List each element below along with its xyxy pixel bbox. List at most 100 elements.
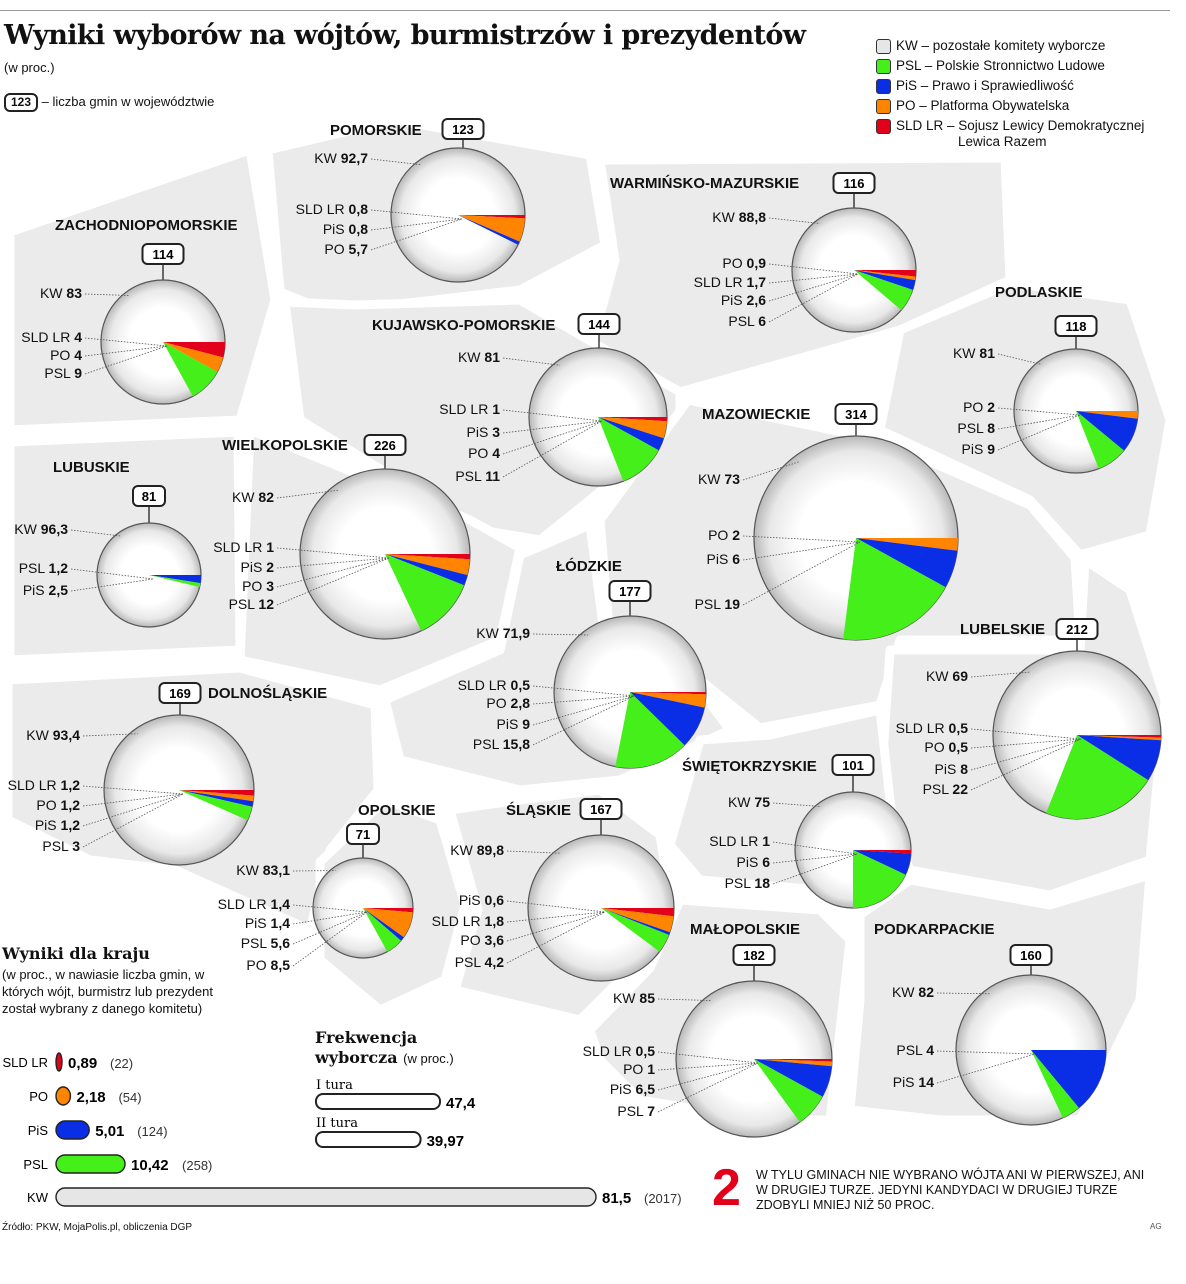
value-label-psl: PSL 11 <box>455 468 500 484</box>
leader-line <box>276 557 390 569</box>
value-label-sld-lr: SLD LR 1,8 <box>432 913 505 929</box>
gmin-badge: 160 <box>1020 948 1042 963</box>
slice-pis <box>754 1059 832 1097</box>
value-label-po: PO 2,8 <box>486 695 530 711</box>
gmin-badge: 101 <box>842 758 864 773</box>
leader-line <box>532 685 635 697</box>
slice-sld-lr <box>385 554 470 560</box>
leader-line <box>276 557 390 588</box>
leader-line <box>970 738 1082 771</box>
region-title: MAZOWIECKIE <box>702 406 810 423</box>
value-label-kw: KW 89,8 <box>450 842 504 858</box>
leader-line <box>532 633 589 636</box>
gmin-badge: 116 <box>844 176 865 191</box>
slice-sld-lr <box>601 908 674 917</box>
national-bar <box>55 1120 90 1140</box>
pie-slaskie: ŚLĄSKIE 167 KW 89,8 PiS 0,6 SLD LR 1,8 PO 3,6… <box>432 798 675 982</box>
national-bar-count: (124) <box>137 1124 167 1139</box>
value-label-po: PO 1 <box>623 1061 655 1077</box>
pie-mazowieckie: MAZOWIECKIE 314 KW 73 PO 2 PiS 6 PSL 19 <box>695 403 959 641</box>
region-title: LUBUSKIE <box>53 459 130 476</box>
value-label-psl: PSL 3 <box>42 838 80 854</box>
gmin-badge: 182 <box>743 948 765 963</box>
national-bar-count: (2017) <box>644 1191 682 1206</box>
leader-line <box>768 273 859 323</box>
national-bar <box>55 1154 126 1174</box>
turnout-bar <box>315 1093 441 1110</box>
value-label-kw: KW 96,3 <box>14 521 68 537</box>
value-label-po: PO 0,5 <box>924 739 968 755</box>
slice-po <box>458 215 525 242</box>
gmin-badge: 114 <box>153 247 175 262</box>
turnout-heading: Frekwencja wyborcza (w proc.) <box>315 1028 454 1067</box>
value-label-pis: PiS 2,6 <box>721 292 766 308</box>
turnout-bar-label: I tura <box>316 1078 353 1093</box>
legend: KW – pozostałe komitety wyborcze PSL – P… <box>876 36 1144 152</box>
slice-sld-lr <box>363 908 413 913</box>
gmin-badge-box <box>577 313 621 335</box>
value-label-kw: KW 88,8 <box>712 209 766 225</box>
legend-swatch-po <box>876 99 891 114</box>
leader-line <box>292 911 368 967</box>
region-title: ŚWIĘTOKRZYSKIE <box>682 757 817 775</box>
value-label-pis: PiS 0,6 <box>459 892 504 908</box>
pie-zachodniopomorskie: ZACHODNIOPOMORSKIE 114 KW 83 SLD LR 4 PO 4 PS… <box>21 217 238 405</box>
leader-line <box>502 420 603 455</box>
value-label-pis: PiS 6,5 <box>610 1081 655 1097</box>
national-bar-kw: KW 81,5 (2017) <box>27 1187 682 1207</box>
value-label-kw: KW 92,7 <box>314 150 368 166</box>
value-label-kw: KW 73 <box>698 471 740 487</box>
value-label-sld-lr: SLD LR 0,5 <box>583 1043 656 1059</box>
national-bar-pis: PiS 5,01 (124) <box>28 1120 168 1140</box>
region-title: OPOLSKIE <box>358 802 436 819</box>
value-label-sld-lr: SLD LR 1 <box>213 539 274 555</box>
slice-pis <box>630 692 705 746</box>
pie-opolskie: OPOLSKIE 71 KW 83,1 SLD LR 1,4 PiS 1,4 PSL 5,… <box>218 802 436 973</box>
gmin-badge-box <box>608 580 652 602</box>
slice-pis <box>1077 735 1161 780</box>
gmin-badge: 314 <box>845 407 867 422</box>
value-label-sld-lr: SLD LR 0,8 <box>296 201 369 217</box>
slice-psl <box>853 850 906 908</box>
national-bar-value: 10,42 <box>131 1157 169 1174</box>
leader-line <box>532 695 635 705</box>
slice-psl <box>754 1059 823 1123</box>
leader-line <box>936 1053 1036 1084</box>
value-label-kw: KW 69 <box>926 668 968 684</box>
pie-podkarpackie: PODKARPACKIE 160 KW 82 PSL 4 PiS 14 <box>874 921 1107 1126</box>
leader-line <box>84 293 129 296</box>
region-title: POMORSKIE <box>330 122 422 139</box>
gmin-badge: 169 <box>169 686 191 701</box>
region-title: MAŁOPOLSKIE <box>690 921 800 938</box>
region-title: PODKARPACKIE <box>874 921 995 938</box>
value-label-po: PO 4 <box>50 347 82 363</box>
gmin-badge-box <box>132 485 166 507</box>
legend-item-pis: PiS – Prawo i Sprawiedliwość <box>876 76 1144 96</box>
national-bar-label: PO <box>29 1089 48 1104</box>
national-bar-label: PiS <box>28 1123 49 1138</box>
leader-line <box>970 728 1082 740</box>
legend-item-sld-continuation: Lewica Razem <box>958 134 1047 149</box>
slice-pis <box>854 270 916 290</box>
slice-sld-lr <box>179 790 255 796</box>
note-number: 2 <box>712 1159 741 1217</box>
national-bar-value: 81,5 <box>602 1190 631 1207</box>
leader-line <box>292 870 336 872</box>
legend-item-po: PO – Platforma Obywatelska <box>876 96 1144 116</box>
region-title: ŚLĄSKIE <box>506 801 571 819</box>
national-bar-label: PSL <box>23 1157 48 1172</box>
slice-po <box>754 1059 832 1067</box>
slice-psl <box>1031 1050 1079 1118</box>
value-label-kw: KW 82 <box>232 489 274 505</box>
slice-po <box>598 417 667 439</box>
pie-swietokrzyskie: ŚWIĘTOKRZYSKIE 101 KW 75 SLD LR 1 PiS 6 PSL 1… <box>682 754 912 909</box>
national-bar-psl: PSL 10,42 (258) <box>23 1154 212 1174</box>
pie-wielkopolskie: WIELKOPOLSKIE 226 KW 82 SLD LR 1 PiS 2 PO 3 PS… <box>213 434 471 640</box>
pie-lodzkie: ŁÓDZKIE 177 KW 71,9 SLD LR 0,5 PO 2,8 PiS 9 PS… <box>458 557 707 769</box>
leader-line <box>370 218 463 251</box>
region-title: DOLNOŚLĄSKIE <box>208 684 327 702</box>
slice-po <box>854 270 916 281</box>
page-title: Wyniki wyborów na wójtów, burmistrzów i … <box>4 20 806 51</box>
leader-line <box>82 793 184 848</box>
note-text: W tylu gminach nie wybrano wójta ani w p… <box>756 1168 1145 1212</box>
